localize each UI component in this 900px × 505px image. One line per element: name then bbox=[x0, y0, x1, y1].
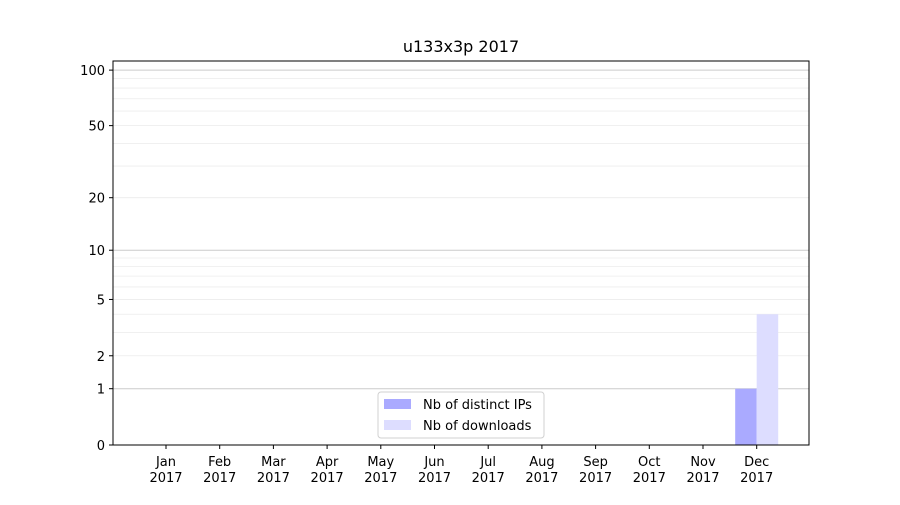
y-tick-label: 50 bbox=[88, 120, 105, 135]
x-tick-label: Jul 2017 bbox=[472, 455, 505, 486]
x-tick-label: May 2017 bbox=[364, 455, 397, 486]
x-tick-label: Aug 2017 bbox=[525, 455, 558, 486]
bar-nb-of-downloads bbox=[756, 314, 779, 445]
y-tick-label: 100 bbox=[80, 64, 105, 79]
legend-swatch bbox=[384, 399, 411, 409]
x-tick-label: Dec 2017 bbox=[740, 455, 773, 486]
x-tick-label: Nov 2017 bbox=[686, 455, 719, 486]
y-tick-label: 20 bbox=[88, 192, 105, 207]
bar-nb-of-distinct-ips bbox=[735, 388, 757, 445]
plot-frame bbox=[112, 60, 810, 446]
chart-title: u133x3p 2017 bbox=[403, 37, 519, 56]
y-tick-label: 1 bbox=[97, 383, 105, 398]
x-tick-label: Apr 2017 bbox=[311, 455, 344, 486]
x-tick-label: Oct 2017 bbox=[633, 455, 666, 486]
x-tick-label: Mar 2017 bbox=[257, 455, 290, 486]
x-tick-label: Jun 2017 bbox=[418, 455, 451, 486]
y-tick-label: 10 bbox=[88, 244, 105, 259]
x-tick-label: Feb 2017 bbox=[203, 455, 236, 486]
y-tick-label: 5 bbox=[97, 293, 105, 308]
legend-swatch bbox=[384, 420, 411, 430]
x-tick-label: Jan 2017 bbox=[149, 455, 182, 486]
x-tick-label: Sep 2017 bbox=[579, 455, 612, 486]
legend-label: Nb of downloads bbox=[423, 419, 532, 434]
y-tick-label: 2 bbox=[97, 350, 105, 365]
legend-label: Nb of distinct IPs bbox=[423, 398, 532, 413]
y-tick-label: 0 bbox=[97, 439, 105, 454]
legend-box bbox=[377, 391, 545, 439]
